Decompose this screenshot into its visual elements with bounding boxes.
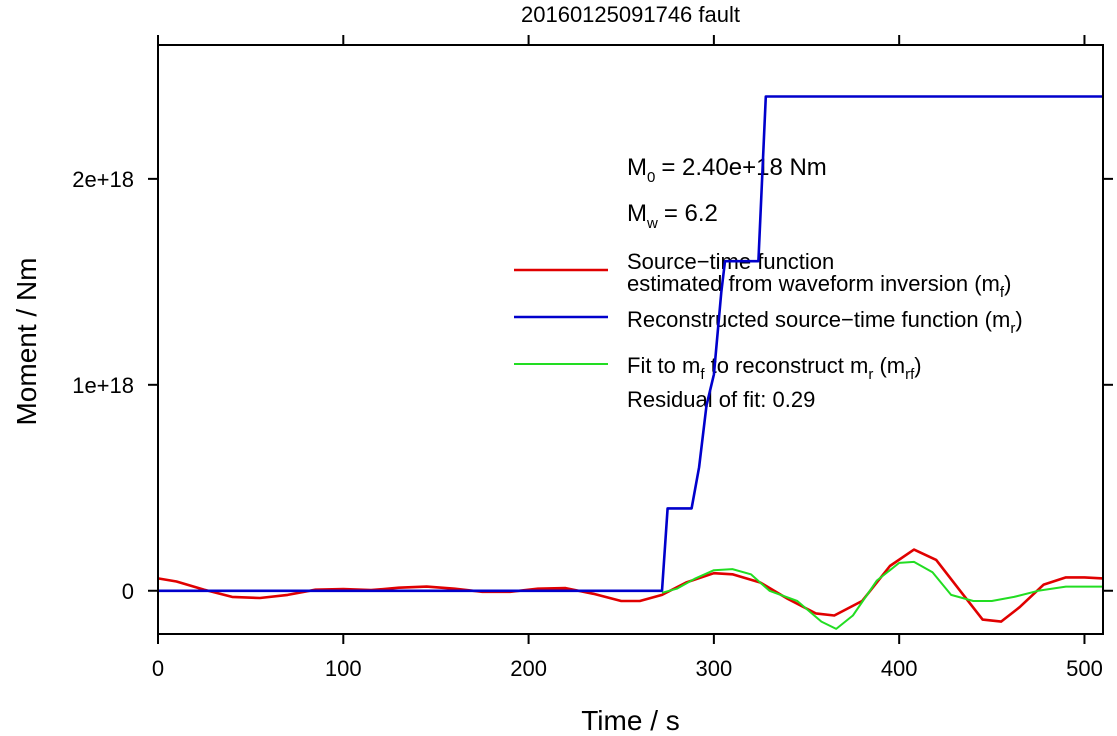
- legend-label-waveform-inversion: estimated from waveform inversion (mf): [627, 271, 1011, 301]
- x-tick-label: 300: [696, 656, 733, 681]
- series-line-source-time-function: [157, 548, 1104, 623]
- y-tick-label: 2e+18: [72, 167, 134, 192]
- residual-annotation: Residual of fit: 0.29: [627, 387, 815, 412]
- y-axis-label: Moment / Nm: [11, 257, 42, 425]
- legend-label-reconstructed: Reconstructed source−time function (mr): [627, 307, 1023, 337]
- x-axis-label: Time / s: [581, 705, 680, 736]
- x-tick-label: 500: [1066, 656, 1103, 681]
- plot-frame: [157, 44, 1104, 635]
- series-line-reconstructed: [158, 95, 1103, 593]
- x-tick-label: 200: [510, 656, 547, 681]
- moment-magnitude-annotation: Mw = 6.2: [627, 200, 718, 232]
- chart-title: 20160125091746 fault: [521, 2, 740, 27]
- y-tick-label: 0: [122, 579, 134, 604]
- legend-label-fit: Fit to mf to reconstruct mr (mrf): [627, 353, 922, 383]
- x-tick-label: 0: [152, 656, 164, 681]
- x-tick-label: 100: [325, 656, 362, 681]
- x-tick-label: 400: [881, 656, 918, 681]
- seismic-moment-annotation: M0 = 2.40e+18 Nm: [627, 154, 827, 186]
- series-group: [157, 95, 1104, 630]
- series-line-fit: [661, 560, 1103, 630]
- y-tick-label: 1e+18: [72, 373, 134, 398]
